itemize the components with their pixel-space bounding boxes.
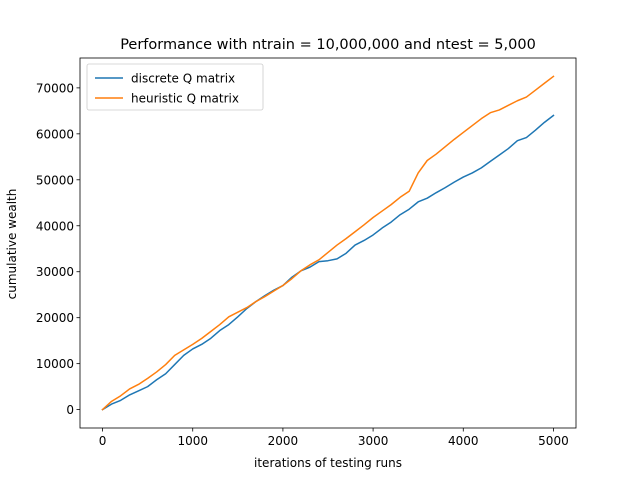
legend: discrete Q matrix heuristic Q matrix [86,63,264,111]
x-axis-label: iterations of testing runs [254,456,402,470]
y-tick-label: 60000 [36,127,74,141]
x-tick-label: 3000 [358,434,389,448]
y-tick-label: 40000 [36,219,74,233]
plot-area: 0 1000 2000 3000 4000 50000100002000030000400… [36,57,577,448]
y-tick-label: 50000 [36,173,74,187]
x-tick-label: 2000 [268,434,299,448]
y-tick-label: 0 [66,403,74,417]
legend-label-1: discrete Q matrix [131,72,235,86]
legend-label-2: heuristic Q matrix [131,92,239,106]
x-tick-label: 4000 [448,434,479,448]
x-tick-label: 5000 [538,434,569,448]
y-tick-label: 30000 [36,265,74,279]
y-axis-label: cumulative wealth [5,189,19,300]
x-tick-label: 0 [99,434,107,448]
legend-box [86,63,264,111]
plot-frame [79,57,577,429]
x-tick-label: 1000 [177,434,208,448]
series-line-2 [101,75,555,411]
y-tick-label: 20000 [36,311,74,325]
chart-title: Performance with ntrain = 10,000,000 and… [120,37,536,53]
series-line-1 [101,114,555,411]
y-tick-label: 10000 [36,357,74,371]
y-tick-label: 70000 [36,81,74,95]
